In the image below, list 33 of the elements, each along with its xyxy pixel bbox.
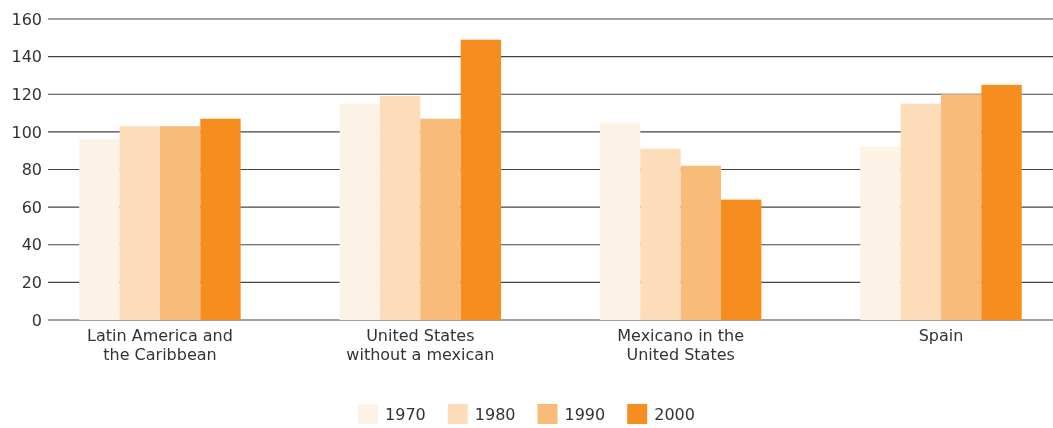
legend-label: 1980 (474, 404, 516, 424)
bar (680, 165, 722, 320)
x-tick-label: Spain (918, 326, 964, 346)
legend-label: 2000 (654, 404, 695, 424)
y-tick-label: 80 (21, 160, 42, 180)
bar (460, 39, 502, 320)
bar (159, 126, 201, 320)
bar (339, 103, 380, 320)
bar (379, 96, 421, 320)
bar (900, 103, 942, 320)
y-tick-label: 0 (31, 310, 42, 330)
legend-label: 1990 (564, 404, 606, 424)
bar (640, 148, 681, 320)
y-tick-label: 140 (11, 47, 42, 67)
y-tick-label: 60 (21, 197, 42, 217)
bar (420, 118, 461, 320)
x-tick-label: Latin America and the Caribbean (87, 326, 233, 364)
y-tick-label: 20 (21, 272, 42, 292)
legend-label: 1970 (385, 404, 426, 424)
bar (599, 122, 641, 320)
bar (119, 126, 160, 320)
x-tick-label: Mexicano in the United States (617, 326, 745, 364)
y-tick-label: 120 (11, 84, 42, 104)
bar (941, 94, 982, 320)
bar (200, 118, 241, 320)
bar (79, 139, 120, 320)
bar (981, 84, 1022, 320)
y-tick-label: 160 (11, 9, 42, 29)
y-tick-label: 40 (21, 235, 42, 255)
bar (860, 146, 901, 320)
bar (721, 199, 762, 320)
y-tick-label: 100 (11, 122, 42, 142)
x-tick-label: United States without a mexican (346, 326, 495, 364)
